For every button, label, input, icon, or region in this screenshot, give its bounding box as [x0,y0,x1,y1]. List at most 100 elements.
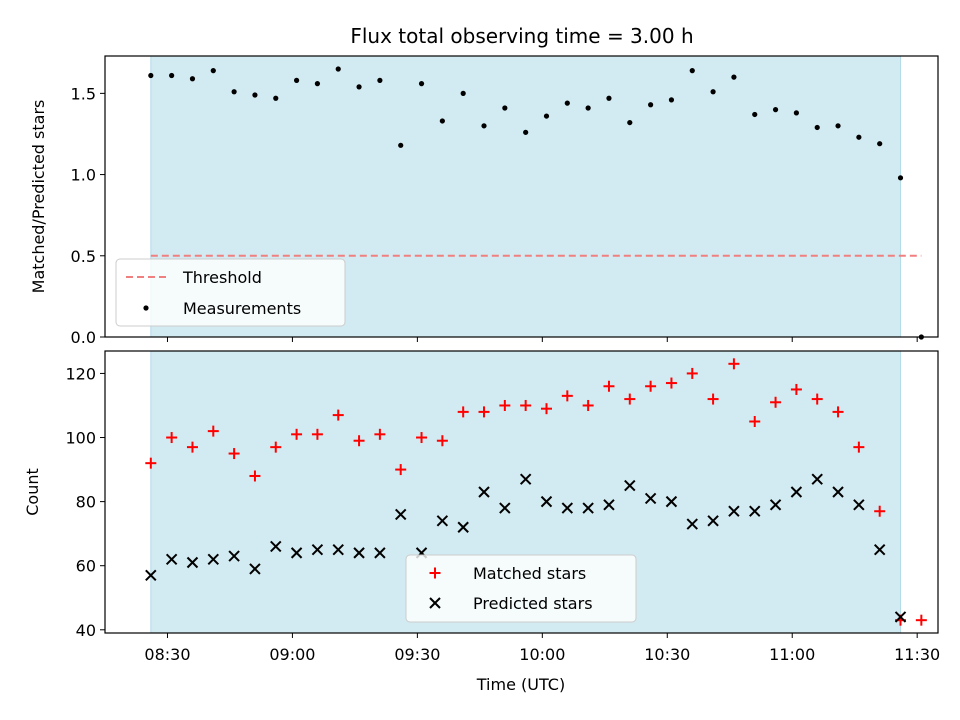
matched-star-point [645,380,657,392]
matched-star-point [186,441,198,453]
predicted-star-point [207,553,219,566]
top-axes-frame [104,55,939,338]
predicted-star-point [624,479,636,492]
legend-plus [429,567,441,579]
predicted-star-point [332,543,344,556]
cross-b [624,479,636,492]
measurement-point [564,100,570,106]
y-tick-label: 80 [76,493,96,512]
measurement-point [835,123,841,129]
predicted-star-point [395,508,407,521]
top-legend: Threshold Measurements [115,258,346,327]
legend-matched-label: Matched stars [473,564,586,583]
measurement-point [793,110,799,116]
top-panel: 0.0 0.5 1.0 1.5 Matched/Predicted stars Thr… [29,55,939,347]
cross-b [228,550,240,562]
matched-star-point [499,399,511,411]
cross-b [728,505,740,517]
matched-star-point [478,406,490,418]
legend-predicted-swatch [429,597,441,609]
cross-b [478,486,490,498]
matched-star-point [811,393,823,405]
predicted-star-point [478,486,490,498]
measurement-point [293,77,300,83]
cross-b [374,547,386,559]
measurement-point [877,141,883,147]
matched-star-point [353,435,365,447]
cross-b [749,505,761,517]
cross-b [665,495,678,508]
predicted-star-point [644,492,657,505]
matched-star-point [853,441,865,453]
cross-b [207,553,219,566]
predicted-star-point [769,499,782,511]
matched-star-point [374,428,386,440]
matched-star-point [790,383,802,395]
cross-b [499,502,511,514]
predicted-star-point [894,611,907,623]
measurement-point [502,105,508,111]
cross-b [644,492,657,505]
chart-title: Flux total observing time = 3.00 h [350,24,693,48]
matched-star-point [332,409,344,421]
cross-b [270,540,282,553]
matched-star-point [561,390,573,402]
y-tick-label: 40 [76,621,96,640]
predicted-star-point [353,547,365,559]
cross-b [429,597,441,609]
measurement-point [585,105,591,111]
x-tick-label: 08:30 [144,645,190,664]
measurement-point [897,175,904,181]
measurement-point [710,89,716,95]
bottom-legend: Matched stars Predicted stars [405,554,637,623]
predicted-star-point [165,553,178,566]
predicted-star-point [561,502,574,514]
measurement-point [273,95,279,101]
y-tick-label: 1.5 [71,84,96,103]
y-tick-label: 1.0 [71,166,96,185]
matched-star-point [228,448,240,460]
matched-star-point [291,428,303,440]
predicted-star-point [436,515,449,527]
x-tick-label: 11:30 [894,645,940,664]
cross-b [894,611,907,623]
cross-b [249,563,261,575]
x-tick-label: 09:30 [394,645,440,664]
bottom-axes-frame [104,350,939,634]
predicted-star-point [374,547,386,559]
matched-star-point [582,399,594,411]
matched-star-point [520,399,532,411]
predicted-star-point [665,495,678,508]
measurement-point [523,129,529,135]
measurement-point [231,89,237,95]
cross-b [540,495,553,508]
cross-b [186,556,199,569]
y-tick-label: 0.5 [71,247,96,266]
y-tick-label: 0.0 [71,328,96,347]
measurement-point [648,102,654,108]
predicted-star-point [249,563,261,575]
measurement-point [314,81,321,87]
y-tick-label: 100 [65,429,96,448]
measurement-point [543,113,550,119]
predicted-stars-points [145,473,907,623]
cross-b [582,502,594,514]
legend-measurements-swatch [143,305,149,311]
cross-b [790,486,803,498]
predicted-star-point [603,499,615,511]
matched-star-point [311,428,323,440]
matched-star-point [665,377,677,389]
measurement-point [481,123,487,129]
measurement-point [752,111,758,118]
measurement-point [377,77,383,83]
predicted-star-point [686,518,698,530]
cross-b [145,569,157,582]
predicted-star-point [311,543,324,556]
top-x-ticks [166,337,918,342]
cross-b [165,553,178,566]
predicted-star-point [499,502,511,514]
measurement-point [627,119,633,126]
matched-star-point [416,432,428,444]
cross-b [353,547,365,559]
cross-b [769,499,782,511]
